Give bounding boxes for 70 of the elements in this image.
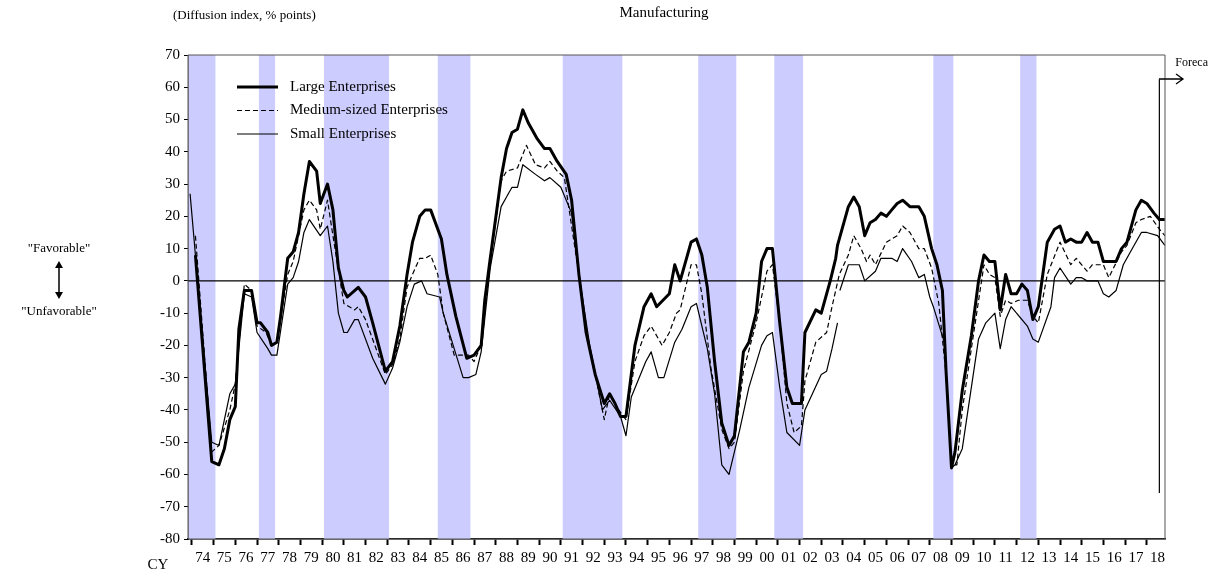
x-tick-label: 00 [759, 548, 775, 565]
x-tick-label: 76 [238, 548, 255, 565]
x-tick-label: 06 [889, 548, 906, 565]
legend-label: Large Enterprises [290, 77, 397, 94]
x-tick-label: 86 [455, 548, 472, 565]
x-tick-label: 95 [650, 548, 666, 565]
legend-label: Medium-sized Enterprises [290, 101, 449, 118]
y-tick-label: 30 [165, 175, 180, 191]
y-tick-label: 10 [165, 239, 180, 256]
x-tick-label: 82 [368, 548, 384, 565]
x-tick-label: 89 [520, 548, 536, 565]
y-tick-label: 20 [165, 207, 180, 224]
y-tick-label: -50 [160, 433, 180, 450]
x-tick-label: 09 [954, 548, 970, 565]
x-tick-label: 04 [846, 548, 862, 565]
x-tick-label: 75 [216, 548, 232, 565]
x-tick-label: 83 [390, 548, 406, 565]
y-tick-label: 70 [165, 45, 180, 62]
legend-label: Small Enterprises [290, 124, 397, 141]
x-tick-label: 84 [412, 548, 428, 565]
x-tick-label: 96 [672, 548, 689, 565]
x-tick-label: 07 [911, 548, 927, 565]
x-tick-label: 88 [499, 548, 515, 565]
chart-title: Manufacturing [619, 3, 710, 20]
y-tick-label: -10 [160, 304, 180, 321]
y-tick-label: -20 [160, 336, 180, 353]
x-tick-label: 16 [1106, 548, 1123, 565]
x-tick-label: 93 [607, 548, 623, 565]
y-tick-label: -70 [160, 497, 180, 514]
text: "Favorable" [27, 240, 91, 256]
x-tick-label: 18 [1150, 548, 1166, 565]
x-tick-label: 11 [998, 548, 1013, 565]
ref-line-label: Foreca [1175, 55, 1209, 70]
text: "Unfavorable" [21, 303, 97, 319]
x-tick-label: 90 [542, 548, 558, 565]
y-tick-label: 50 [165, 110, 180, 127]
x-tick-label: 74 [195, 548, 211, 565]
x-tick-label: 13 [1041, 548, 1057, 565]
x-tick-label: 79 [303, 548, 319, 565]
x-tick-label: 87 [477, 548, 493, 565]
y-axis-title: (Diffusion index, % points) [173, 7, 316, 23]
x-axis-title: CY [147, 555, 169, 572]
x-tick-label: 81 [347, 548, 363, 565]
x-tick-label: 80 [325, 548, 341, 565]
x-tick-label: 14 [1063, 548, 1079, 565]
x-tick-label: 17 [1128, 548, 1144, 565]
x-tick-label: 01 [781, 548, 797, 565]
x-tick-label: 94 [629, 548, 645, 565]
y-tick-label: -30 [160, 368, 180, 385]
y-tick-label: 0 [172, 271, 180, 288]
x-tick-label: 05 [867, 548, 883, 565]
x-tick-label: 92 [585, 548, 601, 565]
x-tick-label: 15 [1084, 548, 1100, 565]
x-tick-label: 99 [737, 548, 753, 565]
y-tick-label: -60 [160, 465, 180, 482]
x-tick-label: 12 [1019, 548, 1035, 565]
x-tick-label: 91 [564, 548, 580, 565]
y-tick-label: 40 [165, 142, 180, 159]
x-tick-label: 97 [694, 548, 710, 565]
x-tick-label: 10 [976, 548, 992, 565]
y-tick-label: -80 [160, 529, 180, 546]
x-tick-label: 77 [260, 548, 276, 565]
y-tick-label: 60 [165, 78, 180, 95]
x-tick-label: 08 [933, 548, 949, 565]
x-tick-label: 98 [716, 548, 732, 565]
x-tick-label: 03 [824, 548, 840, 565]
y-tick-label: -40 [160, 400, 180, 417]
x-tick-label: 78 [281, 548, 297, 565]
x-tick-label: 85 [433, 548, 449, 565]
x-tick-label: 02 [802, 548, 818, 565]
